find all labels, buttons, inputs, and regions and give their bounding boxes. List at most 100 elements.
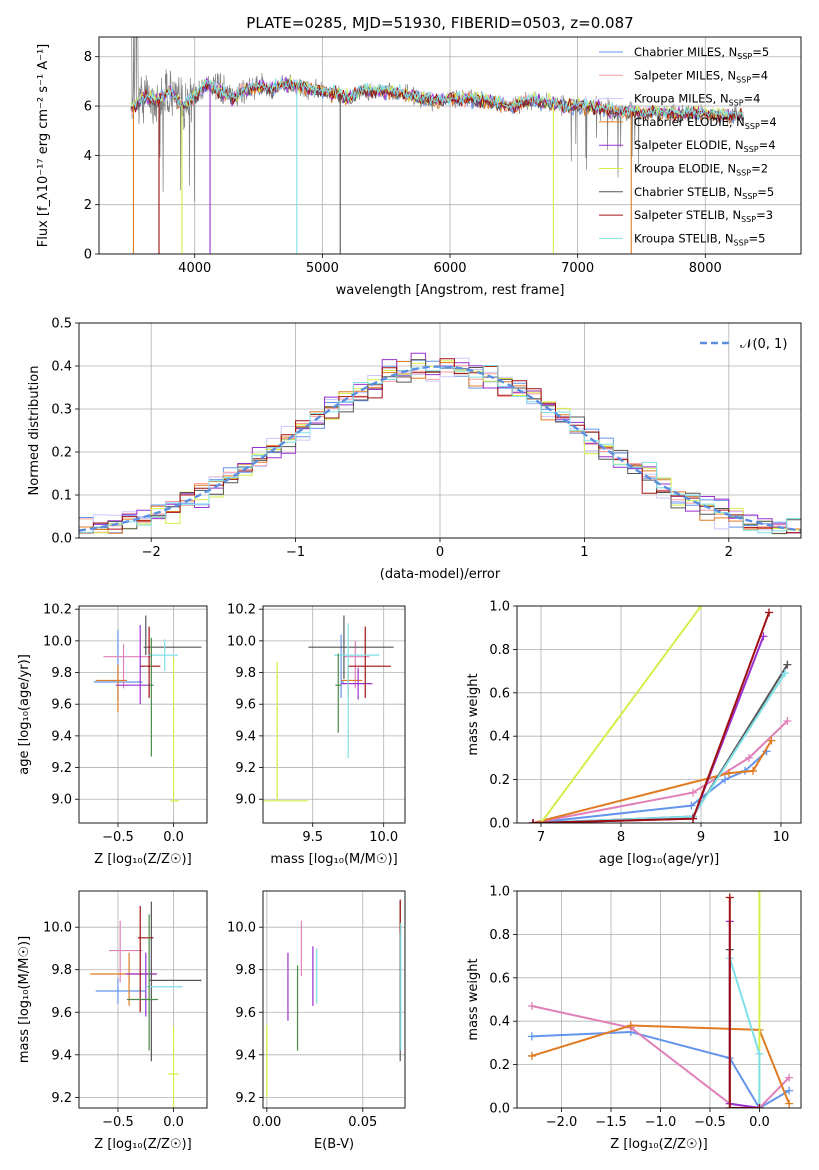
x-axis-label: Z [log₁₀(Z/Z☉)] [94,1137,191,1152]
legend-subscript: SSP [744,145,759,154]
x-tick-label: −2.0 [546,1115,578,1130]
weight-marker [725,893,734,902]
weight-series-line [728,897,760,1108]
y-tick-label: 0.8 [489,928,510,943]
errorbar-point [341,667,373,700]
y-tick-label: 4 [84,149,92,164]
legend-entry: Salpeter ELODIE, NSSP=4 [634,138,776,154]
weight-marker [721,775,729,784]
plot-area [79,606,207,823]
y-tick-label: 9.2 [235,1091,256,1106]
weight-series-line [540,606,702,823]
legend-entry: Kroupa STELIB, NSSP=5 [634,231,765,247]
y-tick-label: 9.6 [235,1006,256,1021]
errorbar-point [148,639,179,671]
weight-series-line [532,672,786,823]
weight-marker [783,717,792,726]
x-axis-label: mass [log₁₀(M/M☉)] [270,852,397,867]
histogram-series [79,365,801,534]
y-tick-label: 0.0 [489,817,510,832]
x-axis-label: Z [log₁₀(Z/Z☉)] [610,1137,707,1152]
legend-subscript: SSP [736,169,751,178]
weight-marker [755,1104,764,1108]
y-tick-label: 0.4 [489,730,510,745]
x-axis-label: E(B-V) [314,1137,354,1152]
y-axis-label: age [log₁₀(age/yr)] [17,654,32,775]
legend-subscript: SSP [741,215,756,224]
y-tick-label: 0.4 [51,360,72,375]
x-axis-label: wavelength [Angstrom, rest frame] [336,283,565,298]
x-tick-label: −0.5 [102,830,134,845]
legend-suffix: =4 [759,138,776,152]
residuals-panel: −2 −1 0 1 2 0.0 0.1 0.2 0.3 0.4 0.5 𝒩(0, 1) (data-mo… [27,317,802,582]
y-tick-label: 0.0 [51,532,72,547]
x-tick-label: 0.05 [348,1115,377,1130]
x-tick-label: 0.0 [749,1115,770,1130]
legend-entry: Chabrier STELIB, NSSP=5 [634,185,774,201]
x-tick-label: 7 [537,830,545,845]
y-tick-label: 8 [84,50,92,65]
errorbar-point [115,625,152,705]
weight-series-line [532,636,765,823]
axes-frame [516,890,802,1109]
errorbar-point [140,626,161,698]
errorbar-point [263,661,309,802]
axes-frame [78,890,208,1109]
legend-entry: Kroupa MILES, NSSP=4 [634,92,760,108]
x-tick-label: 9.5 [302,830,323,845]
axes-frame [262,605,406,824]
weight-marker [687,801,696,810]
x-tick-label: 7000 [561,261,594,276]
y-tick-label: 1.0 [489,600,510,615]
legend-suffix: =4 [744,92,761,106]
axes-frame [78,605,208,824]
mass-ebv-panel: 0.00 0.05 9.2 9.4 9.6 9.8 10.0 E(B-V) [227,890,406,1152]
axes-frame [262,890,406,1109]
errorbar-point [168,1027,180,1108]
y-tick-label: 0.2 [489,773,510,788]
x-tick-label: −0.5 [694,1115,726,1130]
y-tick-label: 10.0 [43,921,72,936]
y-axis-label: Normed distribution [27,366,42,496]
x-tick-label: 1 [580,545,588,560]
y-tick-label: 9.8 [51,666,72,681]
legend-text: Kroupa ELODIE, N [634,162,736,176]
x-tick-label: 8000 [689,261,722,276]
weight-series-line [531,1024,791,1105]
plot-area [99,37,801,254]
y-tick-label: 0.4 [489,1015,510,1030]
axes-frame [98,36,802,255]
legend-suffix: =3 [756,208,773,222]
weight-marker [689,814,697,823]
x-tick-label: 9 [697,830,705,845]
plot-area [517,891,801,1108]
y-tick-label: 0 [84,248,92,263]
y-tick-label: 2 [84,198,92,213]
legend-suffix: =5 [752,45,769,59]
plot-area [517,606,801,823]
errorbar-point [340,634,344,698]
y-tick-label: 10.0 [227,921,256,936]
x-tick-label: −0.5 [102,1115,134,1130]
weight-series-line [532,739,773,823]
legend-text: Kroupa STELIB, N [634,231,734,245]
legend-entry: Chabrier ELODIE, NSSP=4 [634,115,777,131]
weight-marker [725,1104,734,1108]
errorbar-point [149,901,202,1062]
weight-marker [697,606,705,610]
weight-marker [529,819,537,823]
x-tick-label: 4000 [178,261,211,276]
plot-area [263,606,405,823]
errorbar-point [90,952,157,1006]
x-axis-label: age [log₁₀(age/yr)] [599,852,720,867]
errorbar-point [95,664,127,713]
axes-frame [516,605,802,824]
weight-marker [626,1021,635,1030]
y-tick-label: 9.4 [235,729,256,744]
y-axis-label: mass weight [466,673,481,755]
plot-area [79,323,801,538]
y-tick-label: 0.6 [489,971,510,986]
x-tick-label: −1 [286,545,305,560]
age-Z-panel: −0.5 0.0 9.0 9.2 9.4 9.6 9.8 10.0 10.2 Z [log₁₀(Z… [17,603,208,867]
